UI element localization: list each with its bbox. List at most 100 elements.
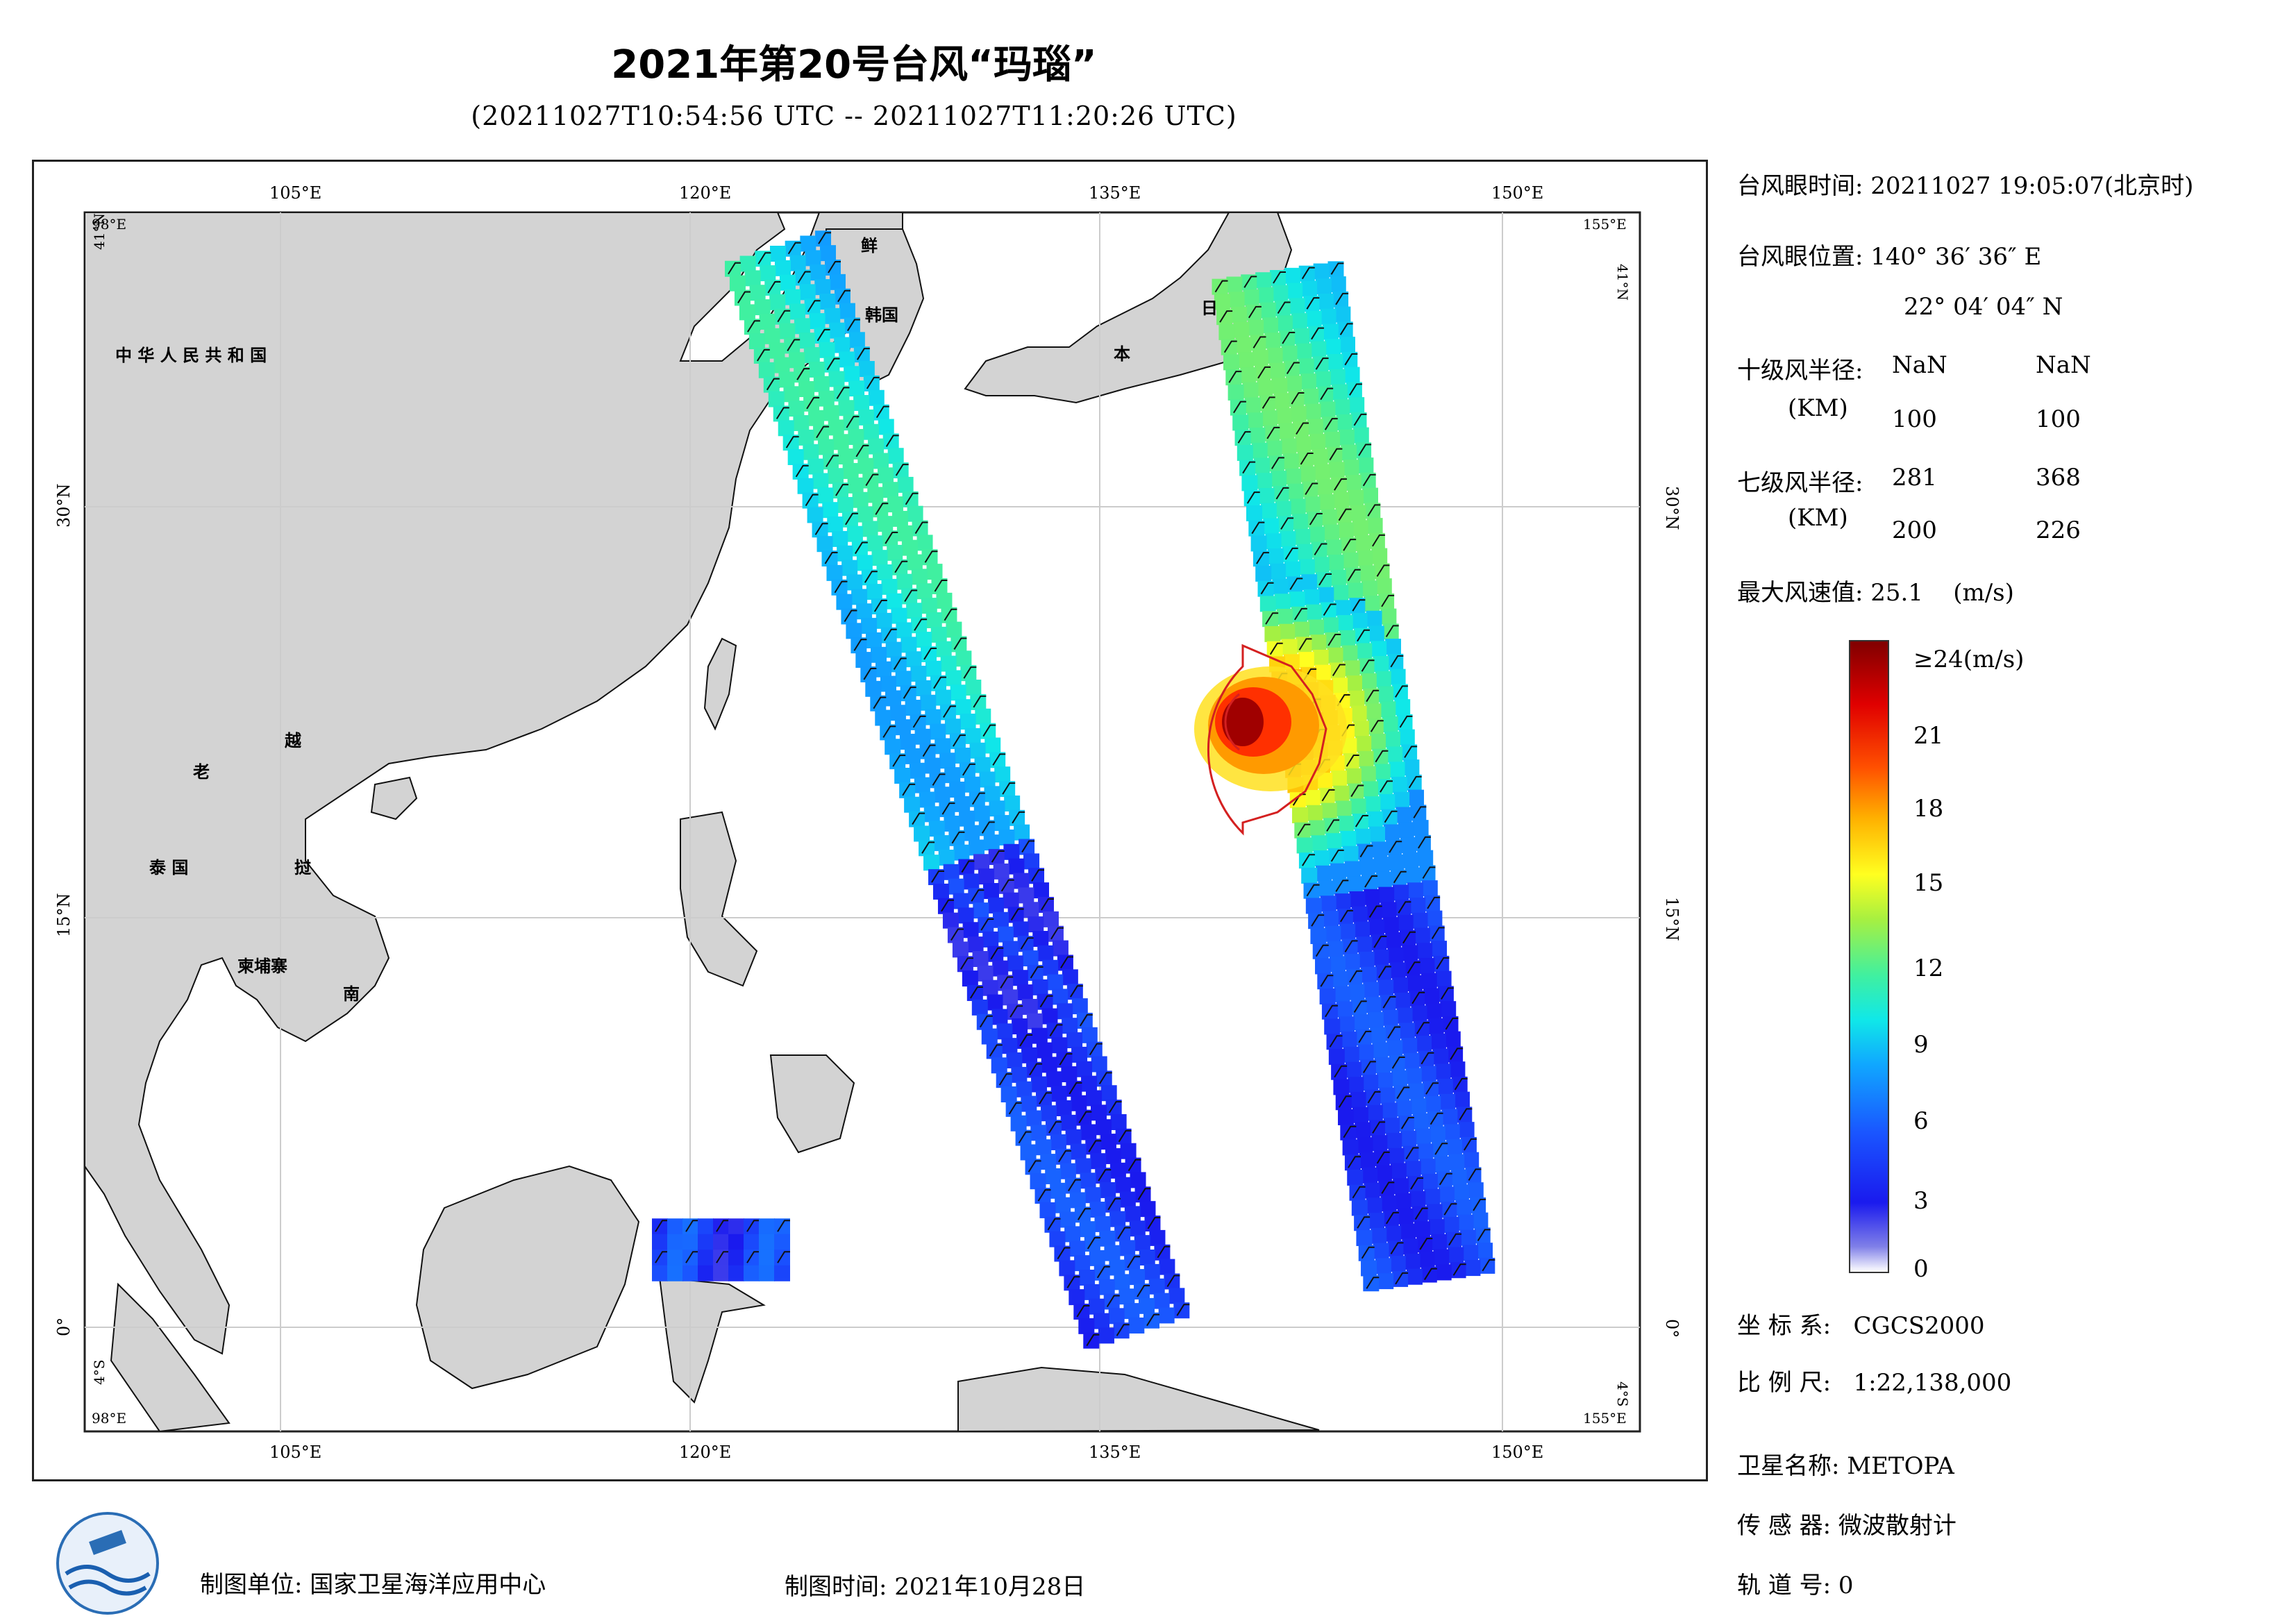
wind-cell [1088,1298,1105,1315]
wind-cell [1356,936,1373,953]
wind-cell [1400,1223,1416,1240]
wind-cell [1453,1091,1470,1108]
wind-cell [1314,371,1331,387]
wind-cell [813,376,830,392]
label-cambodia: 柬埔寨 [237,957,287,976]
wind-cell [926,564,943,580]
wind-cell [744,270,761,287]
wind-barb [785,436,799,448]
wind-barb [716,1220,729,1232]
wind-barb [855,541,868,555]
wind-barb [1289,578,1303,590]
sensor-row: 传 感 器: 微波散射计 [1737,1512,1956,1540]
map-title: 2021年第20号台风“玛瑙” [611,42,1097,87]
wind-cell [1418,958,1435,975]
wind-cell [1324,431,1341,448]
wind-cell [1381,1102,1398,1119]
wind-barb [991,850,1005,863]
wind-barb [737,291,751,304]
wind-cell [1325,539,1342,556]
wind-cell [1421,1173,1438,1190]
wind-barb [1117,1227,1131,1240]
wind-barb [873,599,887,612]
wind-barb [1393,871,1407,884]
wind-cell [1332,971,1348,988]
wind-cell [1266,347,1283,364]
wind-barb [1266,426,1280,439]
wind-cell [964,776,980,793]
colorbar-tick: 18 [1913,795,1944,823]
wind-cell [906,603,923,619]
wind-cell [848,428,864,445]
wind-cell [1244,397,1261,414]
wind-cell [944,767,961,784]
label-laos-2: 挝 [294,858,312,877]
wind-barb [864,571,878,583]
wind-cell [971,999,988,1016]
wind-barb [979,1015,993,1028]
wind-barb [796,368,810,380]
wind-cell [823,405,839,421]
wind-barb [1252,336,1266,348]
wind-cell [1357,750,1374,767]
wind-cell [1329,369,1346,385]
wind-barb [1079,1014,1093,1027]
wind-barb [728,262,741,275]
wind-cell [866,535,883,552]
wind-cell [934,787,950,803]
wind-cell [1343,460,1359,476]
wind-cell [1430,941,1447,957]
wind-cell [1104,1245,1121,1261]
wind-cell [1398,1023,1415,1039]
wind-cell [789,255,806,271]
wind-cell [1416,1035,1432,1052]
wind-barb [1468,1168,1482,1181]
wind-cell [1360,966,1377,983]
wind-cell [1448,1247,1464,1263]
wind-barb [1298,638,1312,650]
wind-cell [905,700,921,716]
wind-cell [1351,1200,1368,1216]
wind-cell [667,1234,683,1250]
wind-cell [955,650,972,667]
wind-cell [1331,770,1348,787]
colorbar-tick: 0 [1913,1255,1929,1283]
wind-cell [1436,1079,1453,1095]
wind-cell [812,473,829,489]
wind-cell [1368,1213,1384,1229]
wind-barb [853,639,867,651]
wind-cell [1278,423,1295,439]
wind-barb [1311,914,1325,927]
wind-cell [1275,501,1291,517]
wind-barb [797,271,811,284]
wind-cell [1304,496,1321,513]
wind-cell [808,361,825,378]
wind-barb [895,464,909,476]
wind-barb [1076,1304,1090,1318]
wind-cell [877,467,894,484]
wind-cell [1084,1284,1100,1300]
wind-cell [973,805,990,822]
wind-cell [1223,354,1240,371]
wind-cell [945,670,962,687]
wind-barb [963,666,977,679]
wind-barb [921,841,935,854]
wind-barb [980,918,994,931]
wind-cell [1355,1122,1371,1138]
wind-cell [1348,489,1364,506]
wind-cell [1459,1229,1476,1246]
wind-cell [1099,1230,1116,1247]
wind-cell [866,632,882,648]
wind-cell [698,1265,714,1281]
wind-cell [1250,535,1267,552]
wind-cell [1476,1243,1493,1259]
wind-cell [779,274,796,291]
wind-cell [1403,759,1420,776]
wind-barb [1059,1053,1073,1066]
wind-cell [1298,652,1314,668]
wind-cell [798,429,814,446]
wind-cell [1003,892,1019,909]
wind-cell [962,922,979,939]
wind-cell [1123,1303,1140,1320]
wind-cell [1440,1001,1457,1018]
